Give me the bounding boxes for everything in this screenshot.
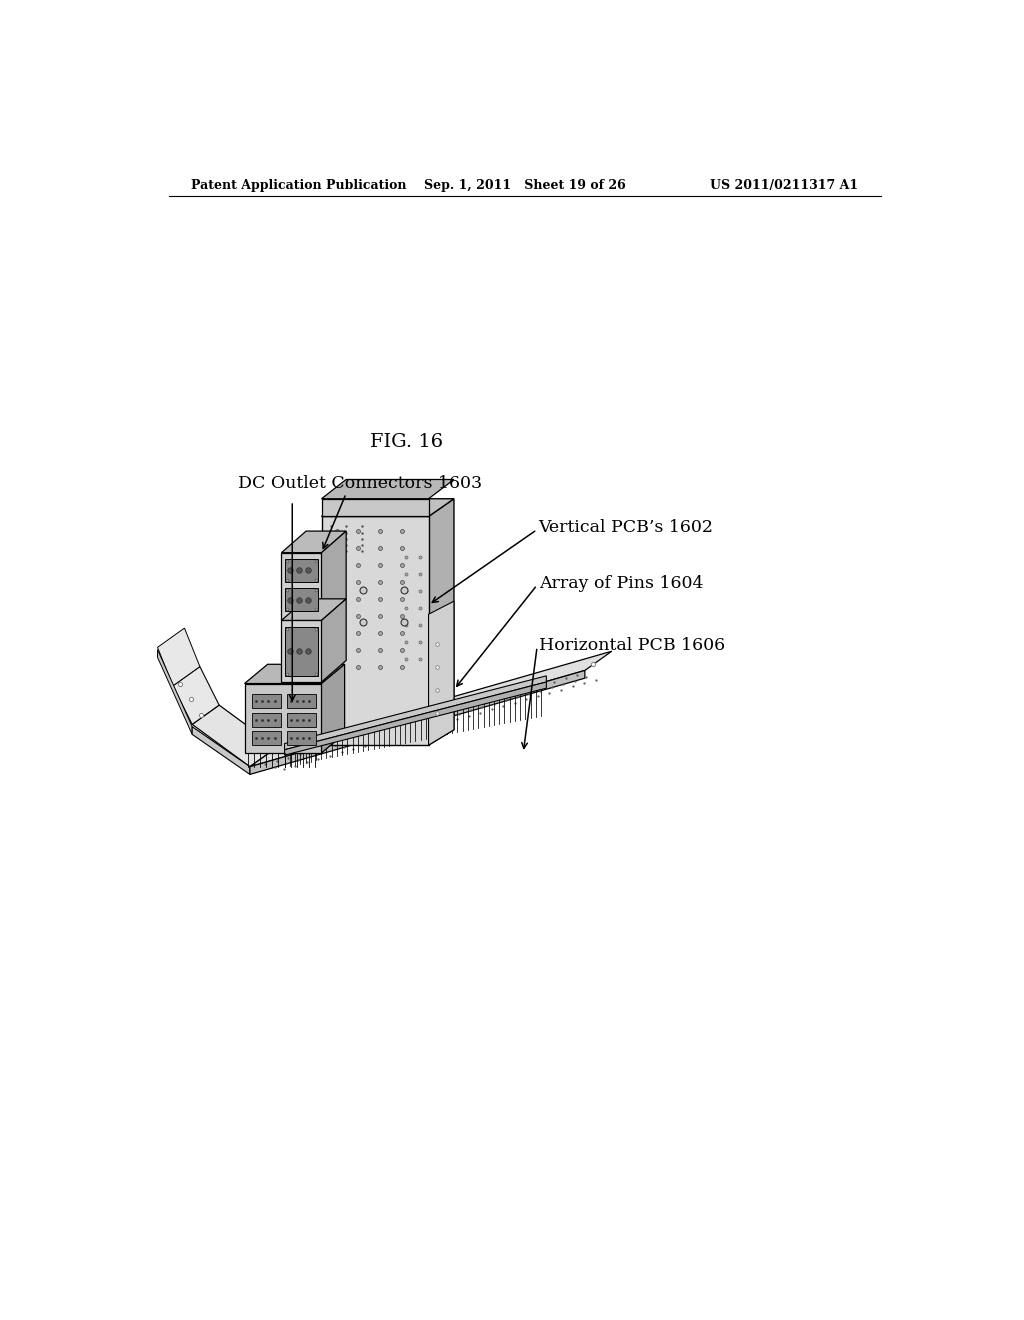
Polygon shape (429, 499, 454, 744)
Polygon shape (250, 671, 585, 775)
Text: Vertical PCB’s 1602: Vertical PCB’s 1602 (539, 520, 714, 536)
Text: Array of Pins 1604: Array of Pins 1604 (539, 576, 703, 591)
Text: Sep. 1, 2011   Sheet 19 of 26: Sep. 1, 2011 Sheet 19 of 26 (424, 178, 626, 191)
Polygon shape (282, 620, 322, 682)
Polygon shape (287, 731, 316, 744)
Polygon shape (252, 694, 282, 708)
Polygon shape (285, 589, 318, 611)
Polygon shape (322, 499, 429, 516)
Text: US 2011/0211317 A1: US 2011/0211317 A1 (710, 178, 858, 191)
Polygon shape (173, 667, 219, 725)
Polygon shape (285, 682, 547, 755)
Polygon shape (282, 531, 346, 553)
Polygon shape (193, 705, 276, 767)
Polygon shape (322, 499, 454, 516)
Text: FIG. 16: FIG. 16 (370, 433, 442, 450)
Polygon shape (285, 627, 318, 676)
Text: Patent Application Publication: Patent Application Publication (190, 178, 407, 191)
Polygon shape (322, 531, 346, 620)
Polygon shape (322, 664, 345, 752)
Polygon shape (282, 553, 322, 620)
Polygon shape (429, 601, 454, 744)
Polygon shape (285, 558, 318, 582)
Polygon shape (250, 651, 611, 767)
Polygon shape (322, 516, 429, 744)
Polygon shape (158, 628, 200, 686)
Polygon shape (282, 599, 346, 620)
Polygon shape (322, 599, 346, 682)
Polygon shape (193, 726, 250, 775)
Polygon shape (252, 731, 282, 744)
Text: Horizontal PCB 1606: Horizontal PCB 1606 (539, 636, 725, 653)
Polygon shape (245, 664, 345, 684)
Polygon shape (287, 694, 316, 708)
Polygon shape (252, 713, 282, 726)
Polygon shape (287, 713, 316, 726)
Polygon shape (322, 479, 454, 499)
Polygon shape (158, 649, 193, 734)
Polygon shape (245, 684, 322, 752)
Text: DC Outlet Connectors 1603: DC Outlet Connectors 1603 (239, 475, 482, 492)
Polygon shape (285, 676, 547, 750)
